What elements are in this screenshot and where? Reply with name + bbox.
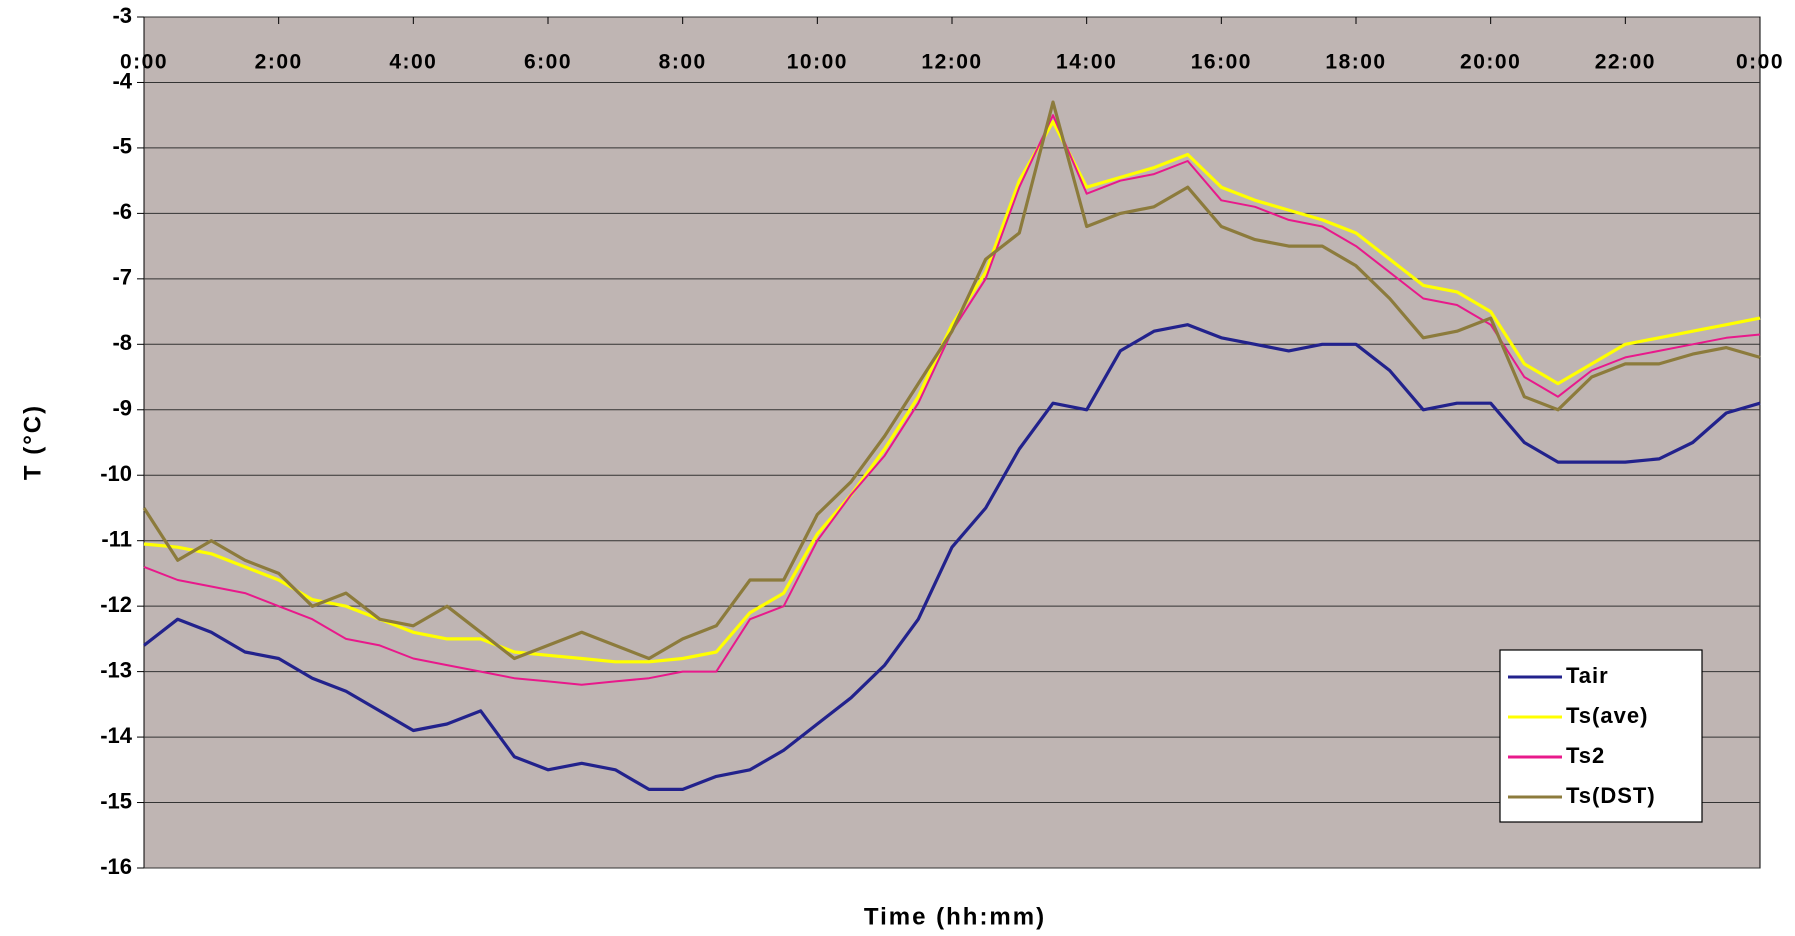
y-tick-label: -6 — [112, 199, 132, 224]
line-series — [143, 323, 1761, 791]
legend-box — [1499, 649, 1703, 823]
y-axis-label: T (°C) — [19, 404, 46, 480]
x-tick-label: 6:00 — [524, 51, 572, 74]
legend: Tair Ts(ave) Ts2 Ts(DST) — [1499, 649, 1703, 823]
legend-label: Ts(ave) — [1566, 703, 1648, 728]
y-tick-label: -10 — [100, 461, 132, 486]
y-tick-label: -3 — [112, 3, 132, 28]
x-tick-label: 4:00 — [389, 51, 437, 74]
x-tick-label: 20:00 — [1460, 51, 1521, 74]
x-tick-label: 12:00 — [921, 51, 982, 74]
x-tick-label: 14:00 — [1056, 51, 1117, 74]
y-tick-label: -5 — [112, 134, 132, 159]
y-tick-label: -14 — [100, 723, 133, 748]
y-tick-label: -4 — [112, 68, 132, 93]
y-tick-label: -16 — [100, 854, 132, 879]
legend-label: Ts2 — [1566, 743, 1605, 768]
y-tick-label: -8 — [112, 330, 132, 355]
x-tick-label: 8:00 — [659, 51, 707, 74]
y-tick-label: -9 — [112, 396, 132, 421]
x-tick-label: 10:00 — [787, 51, 848, 74]
y-tick-label: -12 — [100, 592, 132, 617]
x-tick-label: 0:00 — [120, 51, 168, 74]
legend-label: Tair — [1566, 663, 1609, 688]
y-tick-label: -15 — [100, 788, 132, 813]
x-tick-label: 22:00 — [1595, 51, 1656, 74]
x-tick-label: 2:00 — [255, 51, 303, 74]
y-tick-label: -11 — [101, 527, 132, 552]
x-axis-label: Time (hh:mm) — [864, 903, 1046, 930]
x-tick-label: 18:00 — [1325, 51, 1386, 74]
y-tick-label: -7 — [112, 265, 132, 290]
x-tick-label: 16:00 — [1191, 51, 1252, 74]
y-tick-label: -13 — [100, 657, 132, 682]
plot-area — [143, 16, 1761, 869]
line-series — [142, 100, 1761, 661]
legend-label: Ts(DST) — [1566, 783, 1656, 808]
line-series — [143, 120, 1761, 664]
x-tick-label: 0:00 — [1736, 51, 1784, 74]
